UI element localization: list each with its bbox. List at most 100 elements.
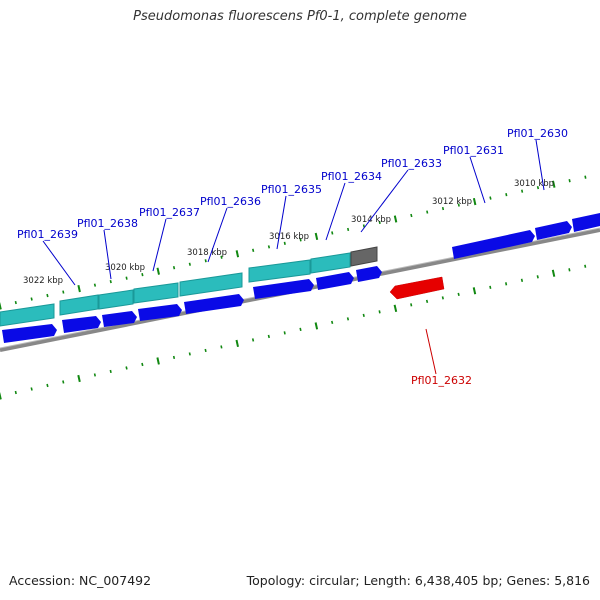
scale-tick [314,322,319,330]
scale-tick [283,241,286,245]
scale-tick [378,310,381,314]
gene-label[interactable]: Pfl01_2636 [200,195,261,208]
feature-cds[interactable] [248,259,311,283]
scale-tick [62,380,65,384]
gene-pfl01-2631[interactable] [452,230,535,259]
gene-label[interactable]: Pfl01_2635 [261,183,322,196]
gene-label[interactable]: Pfl01_2632 [411,374,472,387]
genome-summary-text: Topology: circular; Length: 6,438,405 bp… [246,573,590,588]
feature-cds[interactable] [98,289,134,310]
scale-tick [77,374,81,383]
accession-text: Accession: NC_007492 [9,573,152,588]
scale-tick [362,224,365,228]
scale-tick [204,259,207,263]
gene-pfl01-2630[interactable] [535,221,572,240]
scale-tick [426,210,429,214]
scale-tick [425,299,429,303]
scale-tick [472,287,477,295]
gene-label[interactable]: Pfl01_2638 [77,217,138,230]
scale-tick [441,206,445,211]
scale-tick [235,250,240,258]
scale-tick [93,283,97,287]
scale-tick [314,232,319,241]
scale-tick [410,303,413,307]
scale-tick [188,262,191,266]
scale-tick [441,296,444,300]
gene-label[interactable]: Pfl01_2630 [507,127,568,140]
scale-tick [172,355,176,360]
scale-tick [410,213,413,218]
gene-pfl01-2638[interactable] [62,316,101,333]
scale-label: 3010 kbp [514,179,554,189]
forward-gene-track [2,213,600,343]
scale-tick [521,189,524,193]
gene-label[interactable]: Pfl01_2633 [381,157,442,170]
scale-tick [77,284,81,293]
label-leader-lines [42,139,545,375]
scale-tick [14,390,17,395]
scale-label: 3014 kbp [351,215,391,225]
gene-label[interactable]: Pfl01_2631 [443,144,504,157]
feature-cds[interactable] [0,303,55,327]
scale-tick [331,320,334,324]
feature-cds[interactable] [179,272,243,297]
gene-pfl01-2636[interactable] [138,304,182,321]
scale-tick [141,362,144,367]
scale-tick [188,352,191,356]
scale-tick [283,331,286,335]
tick-row-inner [0,264,587,400]
leader-line [103,229,112,280]
scale-tick [552,180,556,188]
scale-tick [172,266,176,270]
scale-label: 3012 kbp [432,197,472,207]
scale-tick [109,369,112,374]
gene-pfl01-2633b[interactable] [356,266,382,282]
scale-label: 3020 kbp [105,263,145,273]
leader-line [425,328,437,375]
gene-pfl01-2635[interactable] [184,294,244,314]
gene-label[interactable]: Pfl01_2637 [139,206,200,219]
scale-tick [220,345,223,349]
scale-label: 3022 kbp [23,276,63,286]
scale-tick [299,238,302,242]
reverse-gene-track [389,276,445,300]
scale-tick [505,282,508,286]
leader-line [152,218,167,272]
gene-pfl01-2629[interactable] [572,213,600,232]
scale-tick [156,267,160,275]
scale-tick [584,264,587,268]
gene-pfl01-2637[interactable] [102,311,137,327]
scale-tick [156,357,160,365]
scale-tick [520,278,524,282]
scale-tick [568,179,571,183]
gene-labels: Pfl01_2630 Pfl01_2631 Pfl01_2633 Pfl01_2… [17,127,568,387]
gene-pfl01-2634[interactable] [253,279,314,299]
scale-tick [568,268,571,272]
scale-tick [489,196,492,200]
gene-label[interactable]: Pfl01_2639 [17,228,78,241]
scale-tick [299,327,302,332]
scale-label: 3018 kbp [187,248,227,258]
feature-cds[interactable] [133,282,179,304]
scale-tick [46,383,49,388]
leader-line [360,169,409,233]
scale-tick [472,197,477,206]
scale-tick [536,275,539,279]
gene-pfl01-2633[interactable] [316,272,354,290]
scale-tick [362,313,365,317]
scale-tick [551,269,556,277]
feature-cds[interactable] [310,252,351,274]
scale-tick [457,292,460,296]
leader-line [535,139,545,191]
scale-tick [346,317,350,321]
scale-tick [30,297,33,301]
gene-label[interactable]: Pfl01_2634 [321,170,382,183]
gene-pfl01-2632[interactable] [389,276,445,300]
scale-tick [251,338,255,342]
scale-tick [489,285,492,289]
gene-pfl01-2639[interactable] [2,324,57,343]
feature-cds[interactable] [59,294,99,316]
scale-tick [125,276,128,280]
tick-row-outer [0,175,587,310]
feature-other[interactable] [350,246,378,267]
